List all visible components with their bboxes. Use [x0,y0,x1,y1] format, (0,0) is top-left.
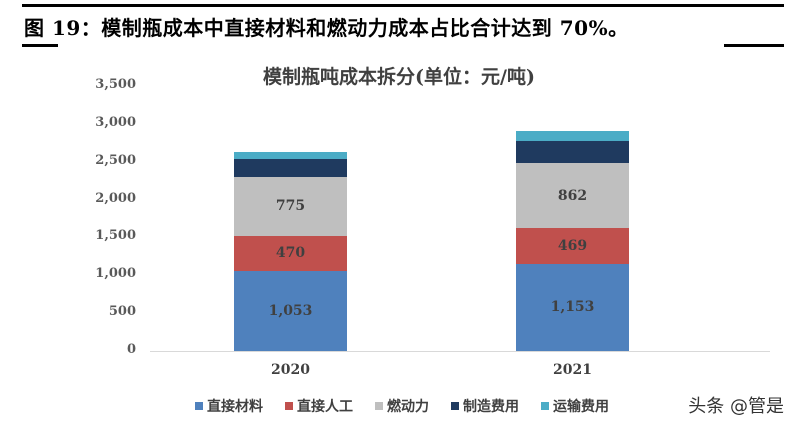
y-tick-label: 2,500 [95,152,136,168]
x-axis-line [150,351,770,352]
legend-swatch-icon [451,402,459,410]
watermark: 头条 @管是 [688,396,784,417]
bar-segment [234,158,347,177]
legend-item: 直接人工 [285,396,353,416]
legend-label: 制造费用 [463,399,519,415]
bar-segment [516,131,629,141]
stacked-bar-2021: 1,153 469 862 [516,131,629,351]
bar-segment [516,140,629,163]
legend-item: 制造费用 [451,396,519,416]
legend-item: 运输费用 [541,396,609,416]
y-tick-label: 3,000 [95,114,136,130]
legend: 直接材料 直接人工 燃动力 制造费用 运输费用 [195,396,609,416]
stacked-bar-2020: 1,053 470 775 [234,151,347,351]
x-tick-label: 2021 [553,362,592,378]
caption-bottom-rule-right [724,44,784,47]
legend-swatch-icon [285,402,293,410]
x-tick-label: 2020 [271,362,310,378]
legend-label: 直接人工 [297,399,353,415]
bar-segment: 775 [234,177,347,236]
legend-swatch-icon [541,402,549,410]
y-tick-label: 0 [126,342,136,357]
chart-title: 模制瓶吨成本拆分(单位：元/吨) [263,66,535,88]
bar-segment: 862 [516,162,629,229]
figure-caption: 图 19：模制瓶成本中直接材料和燃动力成本占比合计达到 70%。 [24,16,629,40]
legend-label: 燃动力 [387,399,429,415]
y-tick-label: 1,500 [95,228,136,244]
bar-segment: 470 [234,235,347,272]
y-tick-label: 2,000 [95,190,136,206]
caption-top-rule [22,4,784,7]
bar-segment [234,151,347,159]
legend-label: 直接材料 [207,399,263,415]
bar-segment: 1,153 [516,263,629,351]
bar-segment: 469 [516,228,629,264]
y-tick-label: 1,000 [95,266,136,282]
y-tick-label: 500 [108,304,136,320]
caption-bottom-rule-left [22,44,58,47]
y-tick-label: 3,500 [95,77,136,92]
legend-swatch-icon [375,402,383,410]
legend-item: 直接材料 [195,396,263,416]
legend-label: 运输费用 [553,399,609,415]
bar-segment: 1,053 [234,271,347,351]
legend-swatch-icon [195,402,203,410]
legend-item: 燃动力 [375,396,429,416]
